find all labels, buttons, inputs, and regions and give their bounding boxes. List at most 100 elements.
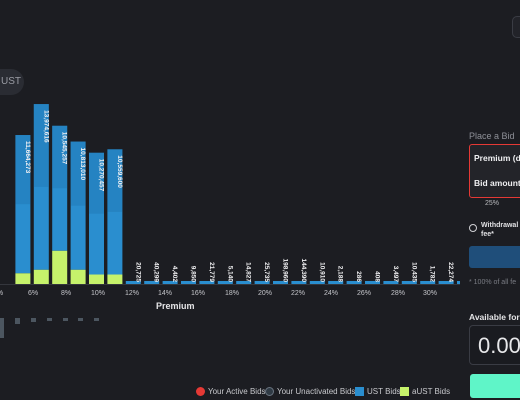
legend-ust-swatch (355, 387, 364, 396)
x-tick-label: 16% (191, 290, 205, 297)
ust-bar-shade (70, 141, 86, 206)
withdrawal-label: Withdrawal fee* (481, 221, 518, 239)
aust-bar (70, 269, 86, 284)
legend-ust-label: UST Bids (367, 387, 401, 396)
ust-bar (291, 281, 307, 284)
x-tick-label: 22% (291, 290, 305, 297)
bar-value-label: 11,664,273 (24, 141, 31, 174)
ust-bar (162, 281, 178, 284)
withdrawal-checkbox[interactable] (469, 224, 477, 232)
premium-field-label[interactable]: Premium (d (474, 153, 520, 163)
ust-bar (328, 281, 344, 284)
bid-amount-field-label[interactable]: Bid amount (474, 178, 520, 188)
ust-bar (125, 281, 141, 284)
overview-bar (15, 318, 20, 324)
bar-value-label: 408 (374, 271, 381, 282)
legend-active: Your Active Bids (196, 387, 266, 396)
overview-bar (31, 318, 36, 322)
x-axis-label: Premium (156, 301, 195, 311)
legend-active-swatch (196, 387, 205, 396)
denom-toggle-ust[interactable]: UST (0, 69, 24, 95)
aust-bar (33, 269, 49, 284)
bar-value-label: 25,735 (263, 262, 270, 282)
ust-bar (420, 281, 436, 284)
bar-value-label: 10,910 (318, 262, 325, 282)
bar-value-label: 5,140 (226, 266, 233, 283)
x-tick-label: 28% (391, 290, 405, 297)
legend-unactivated: Your Unactivated Bids (265, 387, 355, 396)
ust-bar (15, 135, 31, 274)
bar-value-label: 40,299 (153, 262, 160, 282)
ust-bar (33, 104, 49, 270)
x-tick-label: 18% (225, 290, 239, 297)
bar-value-label: 144,390 (300, 259, 307, 283)
bid-form-highlight: Premium (d Bid amount (469, 144, 520, 198)
max-button[interactable] (470, 374, 520, 398)
legend-aust-label: aUST Bids (412, 387, 451, 396)
ust-bar (70, 141, 86, 270)
bar-value-label: 20,725 (134, 262, 141, 282)
ust-bar (217, 281, 233, 284)
ust-bar (144, 281, 160, 284)
withdrawal-label-line1: Withdrawal (481, 222, 519, 229)
bar-value-label: 9,850 (190, 266, 197, 283)
ust-bar (438, 281, 454, 284)
bar-value-label: 3,497 (392, 266, 399, 283)
ust-bar (309, 281, 325, 284)
premium-percent-marker: 25% (485, 200, 500, 207)
bar-value-label: 13,974,616 (42, 110, 49, 143)
ust-bar (401, 281, 417, 284)
ust-bar (346, 281, 362, 284)
aust-bar (15, 273, 31, 284)
legend-aust-swatch (400, 387, 409, 396)
x-tick-label: 30% (423, 290, 437, 297)
legend-unactivated-swatch (265, 387, 274, 396)
legend-unactivated-label: Your Unactivated Bids (277, 387, 356, 396)
bar-value-label: 2,188 (337, 266, 344, 283)
legend-aust: aUST Bids (400, 387, 450, 396)
place-bid-title: Place a Bid (469, 131, 515, 141)
bar-value-label: 198,960 (282, 259, 289, 283)
x-tick-label: 24% (324, 290, 338, 297)
bar-value-label: 286 (355, 271, 362, 282)
bar-value-label: 4,402 (171, 266, 178, 283)
bar-value-label: 21,779 (208, 262, 215, 282)
ust-bar (457, 281, 460, 284)
denom-toggle-label: UST (1, 76, 21, 87)
amount-input[interactable]: 0.00 (469, 325, 520, 365)
x-tick-label: 12% (125, 290, 139, 297)
ust-bar (199, 281, 215, 284)
bid-chart: 11,664,273 13,974,616 10,545,257 10,813,010… (0, 104, 460, 338)
withdrawal-label-line2: fee* (481, 231, 494, 238)
ust-bar-shade (107, 149, 123, 212)
fee-note: * 100% of all fe (469, 279, 517, 286)
ust-bar (273, 281, 288, 284)
overview-bar (94, 318, 99, 321)
x-tick-label: % (0, 290, 3, 297)
x-tick-label: 10% (91, 290, 105, 297)
ust-bar (107, 149, 123, 275)
x-tick-label: 26% (357, 290, 371, 297)
top-right-button[interactable] (512, 16, 520, 38)
bar-value-label: 22,274 (447, 262, 454, 282)
submit-bid-button[interactable] (469, 246, 520, 268)
ust-bar-shade (52, 125, 68, 189)
x-tick-label: 20% (258, 290, 272, 297)
bar-value-label: 10,559,600 (116, 155, 123, 188)
bar-value-label: 10,435 (410, 262, 417, 282)
ust-bar (89, 152, 104, 275)
overview-bar (78, 318, 83, 321)
ust-bar-shade (89, 152, 104, 214)
ust-bar (254, 281, 270, 284)
bar-value-label: 10,270,457 (98, 159, 105, 192)
ust-bar (383, 281, 399, 284)
available-label: Available for ' (469, 312, 520, 322)
aust-bar (107, 274, 123, 284)
legend-active-label: Your Active Bids (208, 387, 266, 396)
overview-bar (47, 318, 52, 321)
bar-value-label: 10,813,010 (79, 148, 86, 181)
ust-bar-shade (33, 104, 49, 187)
ust-bar (181, 281, 196, 284)
ust-bar-shade (15, 135, 31, 205)
bar-value-label: 1,782 (429, 266, 436, 283)
